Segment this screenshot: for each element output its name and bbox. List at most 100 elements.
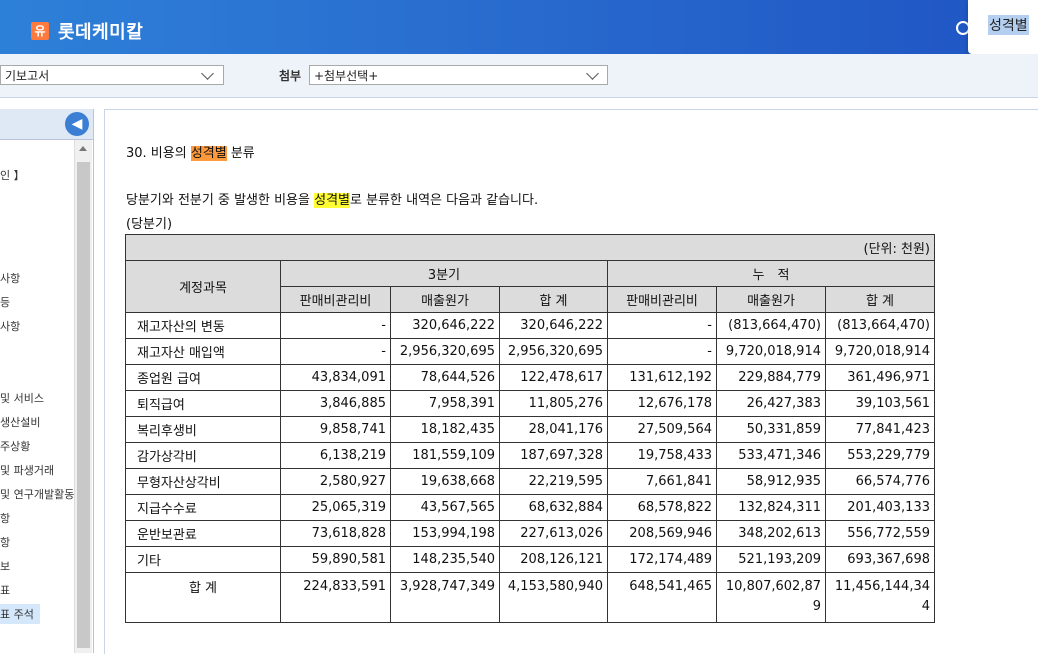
total-cell: 3,928,747,349 [390, 572, 500, 623]
row-label: 퇴직급여 [125, 390, 281, 417]
table-row: 무형자산상각비 2,580,927 19,638,668 22,219,595 7,66… [125, 468, 935, 495]
table-cell: 43,834,091 [280, 364, 391, 391]
unit-label: (단위: 천원) [125, 234, 935, 261]
table-cell: 7,958,391 [390, 390, 500, 417]
sidebar-item[interactable]: 및 연구개발활동 [0, 488, 75, 501]
table-cell: 3,846,885 [280, 390, 391, 417]
sidebar-header: ◀ [0, 109, 93, 140]
table-cell: 227,613,026 [499, 520, 608, 547]
table-cell: 208,569,946 [607, 520, 717, 547]
sidebar-item[interactable]: 생산설비 [0, 416, 41, 429]
table-cell: 12,676,178 [607, 390, 717, 417]
table-row: 재고자산의 변동 -320,646,222 320,646,222- (813,664… [125, 312, 935, 339]
table-cell: 73,618,828 [280, 520, 391, 547]
table-row: 지급수수료 25,065,319 43,567,565 68,632,884 68,57… [125, 494, 935, 521]
column-header: 합 계 [499, 286, 608, 313]
total-cell: 10,807,602,87 9 [716, 572, 826, 623]
table-cell: 187,697,328 [499, 442, 608, 469]
sidebar-item[interactable]: 주상황 [0, 440, 31, 453]
table-cell: 132,824,311 [716, 494, 826, 521]
row-label: 종업원 급여 [125, 364, 281, 391]
scrollbar-thumb[interactable] [77, 162, 90, 648]
report-select[interactable]: 기보고서 [0, 65, 224, 85]
company-name[interactable]: 롯데케미칼 [58, 22, 144, 43]
table-cell: 58,912,935 [716, 468, 826, 495]
section-title-text: 분류 [226, 146, 255, 161]
table-cell: 25,065,319 [280, 494, 391, 521]
row-label: 무형자산상각비 [125, 468, 281, 495]
total-label: 합 계 [125, 572, 281, 623]
table-cell: 78,644,526 [390, 364, 500, 391]
table-cell: 521,193,209 [716, 546, 826, 573]
table-cell: 556,772,559 [825, 520, 935, 547]
sidebar-item[interactable]: 등 [0, 296, 11, 309]
row-label: 감가상각비 [125, 442, 281, 469]
sidebar-scrollbar[interactable] [74, 140, 92, 653]
sidebar-item[interactable]: 및 서비스 [0, 392, 44, 405]
table-row: 재고자산 매입액 -2,956,320,695 2,956,320,695-9,72… [125, 338, 935, 365]
sidebar-item[interactable]: 사항 [0, 320, 21, 333]
table-cell: 693,367,698 [825, 546, 935, 573]
table-cell: 77,841,423 [825, 416, 935, 443]
attach-select[interactable]: +첨부선택+ [309, 65, 608, 85]
intro-paragraph: 당분기와 전분기 중 발생한 비용을 성격별로 분류한 내역은 다음과 같습니다… [126, 189, 538, 208]
row-label: 기타 [125, 546, 281, 573]
table-cell: 18,182,435 [390, 416, 500, 443]
table-row: 감가상각비 6,138,219 181,559,109 187,697,328 19,7… [125, 442, 935, 469]
table-row: 종업원 급여 43,834,091 78,644,526 122,478,617 131… [125, 364, 935, 391]
table-cell: 19,758,433 [607, 442, 717, 469]
row-label: 재고자산의 변동 [125, 312, 281, 339]
column-header: 매출원가 [716, 286, 826, 313]
app-header: 유 롯데케미칼 [0, 0, 1038, 54]
search-input[interactable]: 성격별 [988, 15, 1029, 35]
chevron-down-icon [201, 67, 214, 80]
sidebar-item[interactable]: 및 파생거래 [0, 464, 55, 477]
table-cell: 66,574,776 [825, 468, 935, 495]
table-cell: 131,612,192 [607, 364, 717, 391]
sidebar-item[interactable]: 항 [0, 512, 11, 525]
table-cell: 2,956,320,695 [499, 338, 608, 365]
table-cell: 361,496,971 [825, 364, 935, 391]
table-cell: 533,471,346 [716, 442, 826, 469]
table-row: 퇴직급여 3,846,885 7,958,391 11,805,276 12,676,1… [125, 390, 935, 417]
table-row: 운반보관료 73,618,828 153,994,198 227,613,026 208… [125, 520, 935, 547]
table-cell: 348,202,613 [716, 520, 826, 547]
table-cell: 27,509,564 [607, 416, 717, 443]
sidebar-item-selected[interactable]: 표 주석 [0, 604, 40, 624]
table-cell: 2,956,320,695 [390, 338, 500, 365]
report-select-value: 기보고서 [5, 69, 50, 83]
account-header: 계정과목 [125, 260, 281, 313]
search-highlight-current: 성격별 [190, 146, 227, 161]
table-cell: 26,427,383 [716, 390, 826, 417]
sidebar-item[interactable]: 인 】 [0, 169, 25, 182]
column-header: 합 계 [825, 286, 935, 313]
table-cell: 553,229,779 [825, 442, 935, 469]
total-cell: 648,541,465 [607, 572, 717, 623]
search-popup[interactable]: 성격별 [968, 0, 1038, 54]
row-label: 운반보관료 [125, 520, 281, 547]
table-cell: 9,720,018,914 [825, 338, 935, 365]
scroll-up-arrow-icon[interactable] [79, 146, 87, 151]
sidebar-item[interactable]: 사항 [0, 272, 21, 285]
table-cell: (813,664,470) [716, 312, 826, 339]
table-of-contents-sidebar: ◀ 인 】 사항 등 사항 및 서비스 생산설비 주상황 및 파생거래 및 연구… [0, 109, 94, 653]
table-cell: - [280, 338, 391, 365]
sidebar-item[interactable]: 항 [0, 536, 11, 549]
table-cell: 19,638,668 [390, 468, 500, 495]
table-cell: 9,720,018,914 [716, 338, 826, 365]
group-header-quarter: 3분기 [280, 260, 608, 287]
table-cell: 320,646,222 [499, 312, 608, 339]
table-cell: 68,578,822 [607, 494, 717, 521]
total-cell: 4,153,580,940 [499, 572, 608, 623]
chevron-down-icon [586, 67, 599, 80]
total-row: 합 계 224,833,591 3,928,747,349 4,153,580,940… [125, 572, 935, 623]
collapse-sidebar-button[interactable]: ◀ [65, 112, 89, 136]
company-logo-icon: 유 [31, 22, 49, 40]
table-cell: 43,567,565 [390, 494, 500, 521]
section-title: 30. 비용의 성격별 분류 [126, 142, 255, 161]
sidebar-item[interactable]: 보 [0, 560, 11, 573]
sidebar-item[interactable]: 표 [0, 584, 11, 597]
total-cell: 224,833,591 [280, 572, 391, 623]
column-header: 판매비관리비 [607, 286, 717, 313]
table-cell: 2,580,927 [280, 468, 391, 495]
